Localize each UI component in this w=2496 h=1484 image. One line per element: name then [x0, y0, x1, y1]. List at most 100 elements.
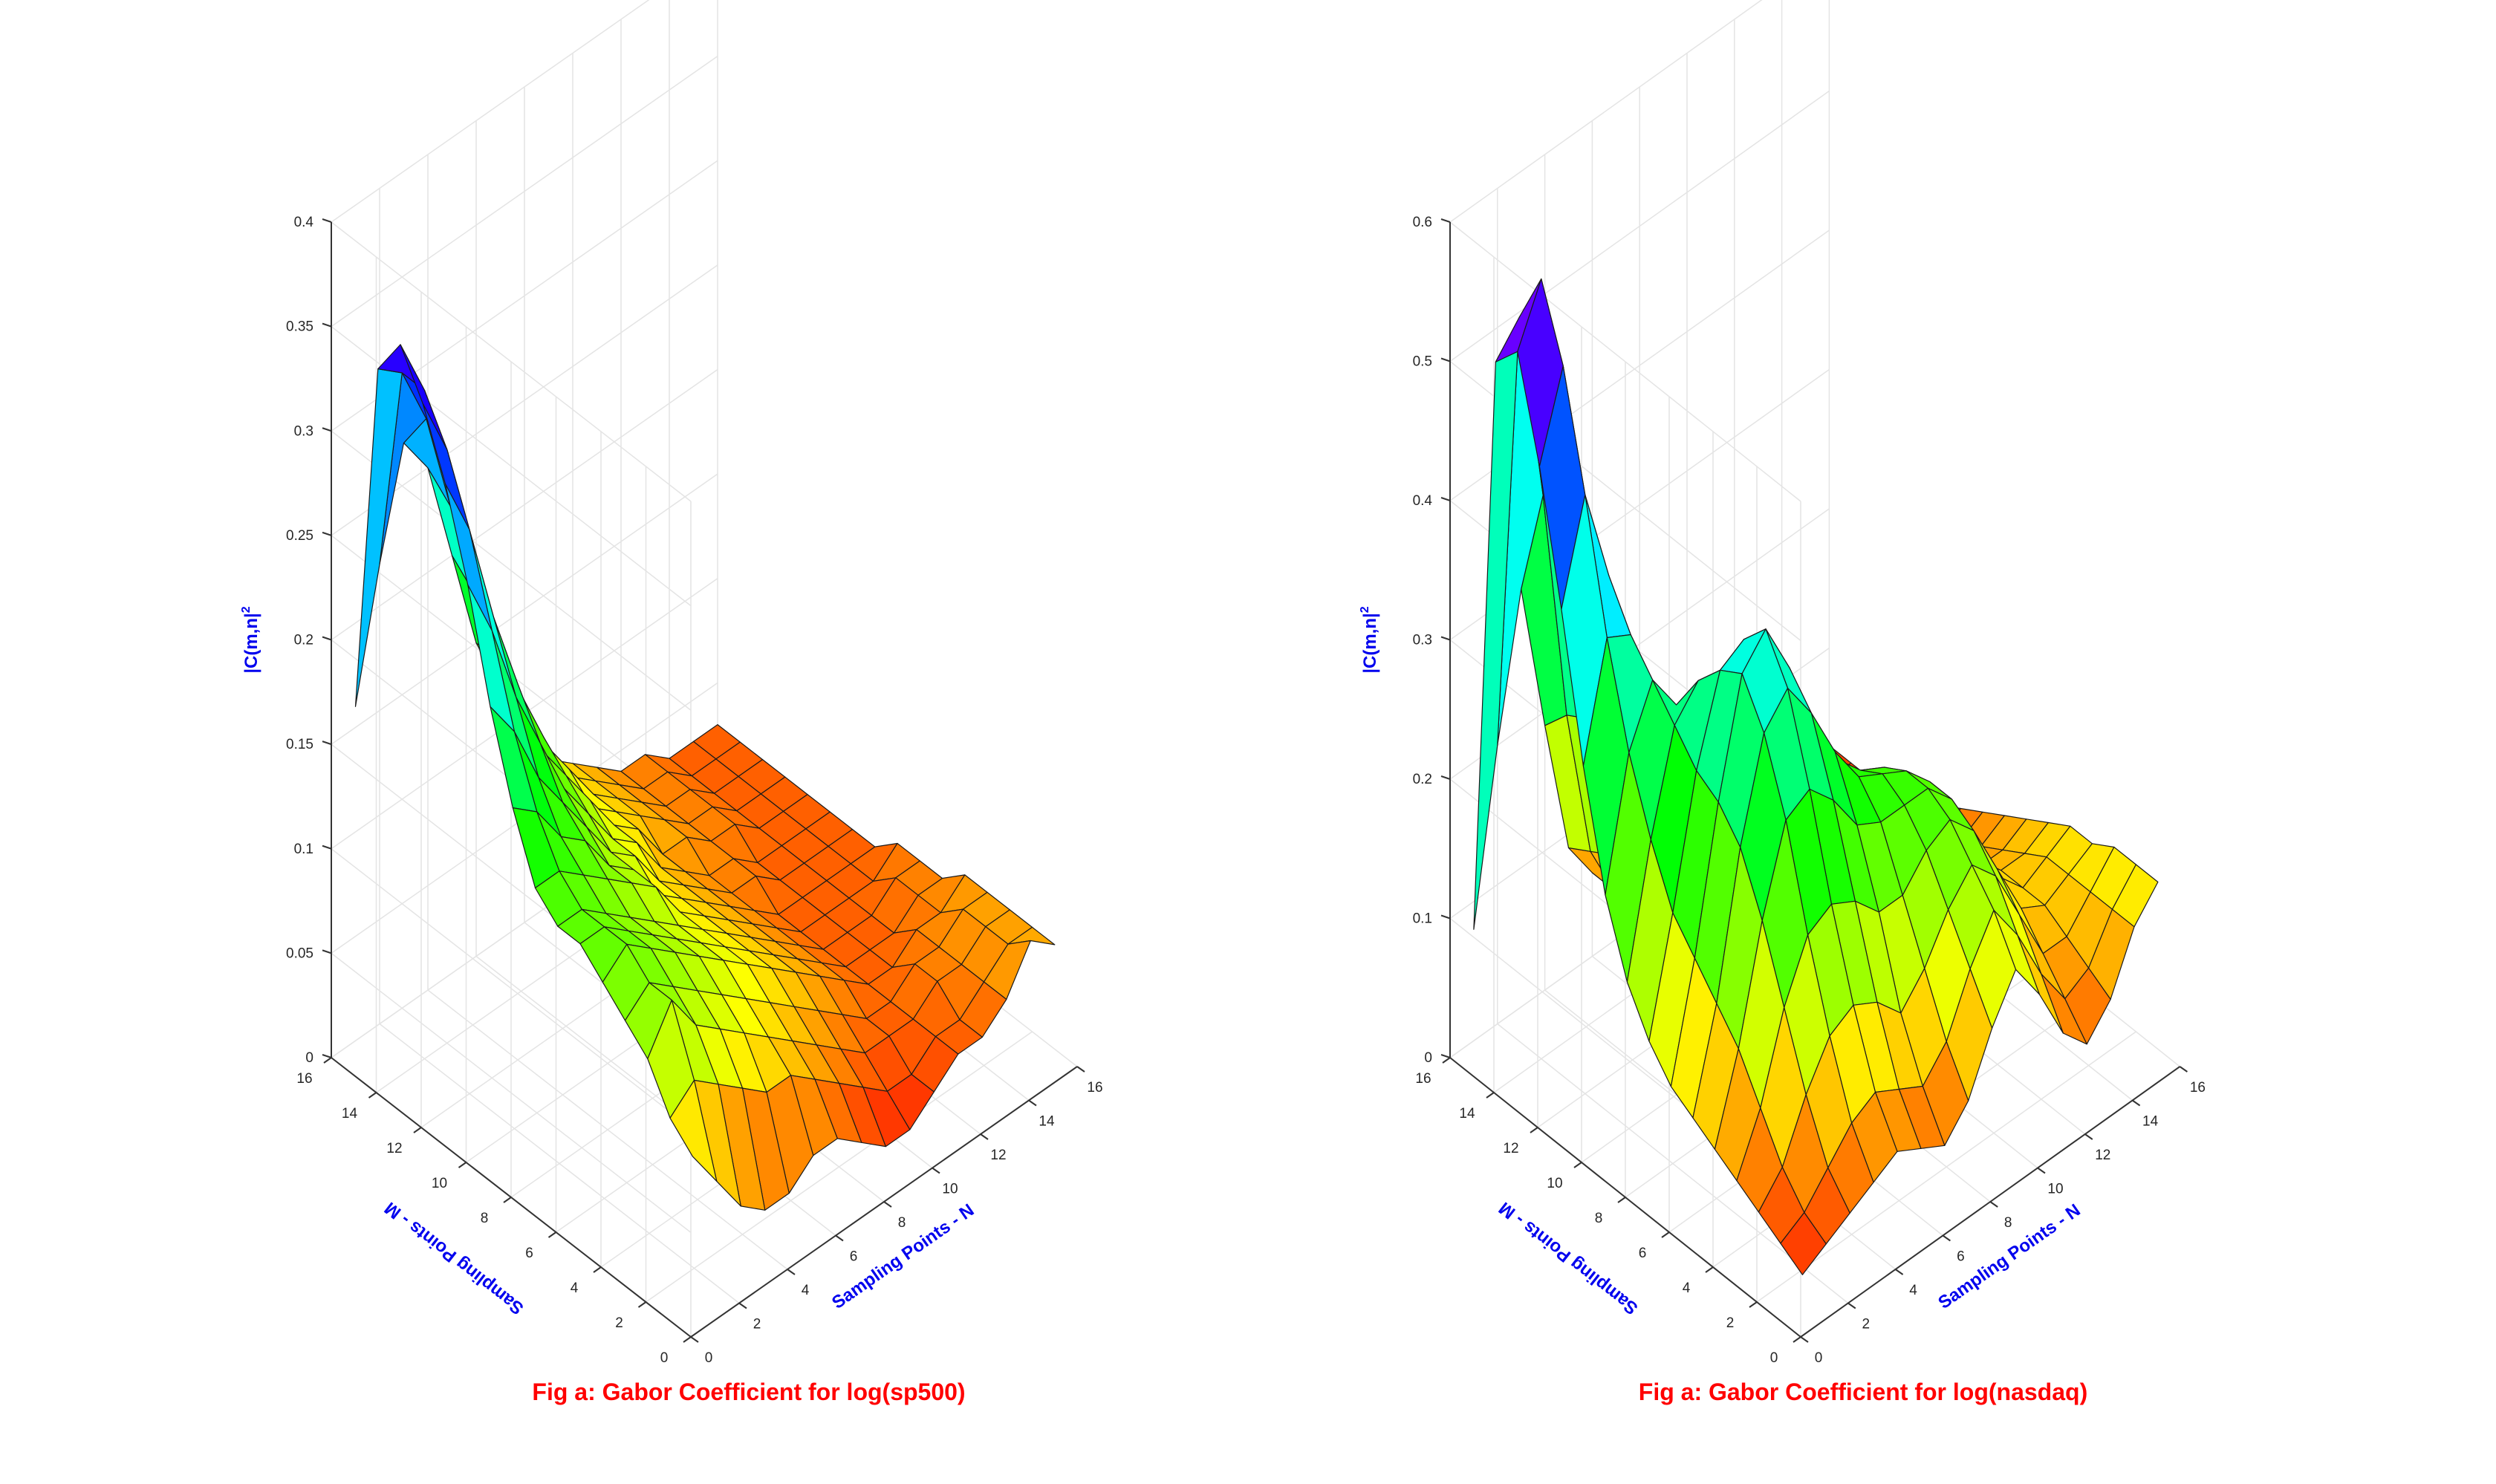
- z-tick-label: 0.4: [294, 215, 314, 230]
- z-tick-label: 0: [305, 1050, 313, 1066]
- y-tick-mark: [683, 1336, 692, 1343]
- y-tick-label: 2: [1726, 1315, 1735, 1331]
- y-tick-mark: [368, 1092, 377, 1099]
- x-tick-label: 10: [2047, 1182, 2063, 1197]
- x-tick-mark: [1076, 1066, 1085, 1073]
- tick-labels: 0 2 4 6 8 10 12 14 16 0 2 4 6 8 10 12 14 16 0 0.05 0.1 0.15 0.…: [286, 215, 1103, 1366]
- z-axis-label-superscript: 2: [1359, 606, 1371, 613]
- x-tick-label: 6: [1957, 1249, 1965, 1265]
- y-tick-mark: [1486, 1092, 1495, 1099]
- x-tick-label: 2: [1862, 1317, 1871, 1332]
- grid-line: [646, 1031, 1033, 1303]
- z-axis-label-superscript: 2: [240, 606, 253, 613]
- z-tick-mark: [322, 949, 332, 954]
- x-tick-label: 16: [2190, 1080, 2206, 1096]
- y-tick-mark: [1442, 1057, 1451, 1064]
- x-tick-mark: [2084, 1133, 2093, 1140]
- z-tick-mark: [322, 531, 332, 536]
- x-tick-mark: [980, 1133, 989, 1140]
- y-tick-label: 8: [1595, 1211, 1603, 1226]
- z-tick-mark: [1440, 914, 1451, 920]
- y-tick-label: 10: [432, 1176, 447, 1191]
- z-tick-mark: [1440, 775, 1451, 780]
- x-tick-mark: [2179, 1066, 2188, 1073]
- surface-mesh: [1473, 278, 2159, 1275]
- y-tick-mark: [1661, 1231, 1670, 1238]
- x-tick-label: 4: [1909, 1283, 1917, 1298]
- z-tick-label: 0.3: [294, 423, 313, 439]
- z-tick-label: 0.2: [1413, 772, 1432, 787]
- z-tick-label: 0.1: [294, 842, 313, 857]
- z-axis-label-main: |C(m,n|: [1360, 613, 1380, 673]
- x-tick-mark: [1847, 1302, 1856, 1309]
- y-tick-label: 12: [386, 1141, 402, 1156]
- x-tick-mark: [932, 1167, 940, 1174]
- y-tick-mark: [637, 1301, 647, 1308]
- y-tick-mark: [1793, 1336, 1801, 1343]
- x-tick-label: 12: [2095, 1148, 2110, 1163]
- x-tick-mark: [1989, 1201, 1998, 1208]
- y-tick-mark: [1705, 1266, 1714, 1273]
- surface-plot-nasdaq: 0 2 4 6 8 10 12 14 16 0 2 4 6 8 10 12 14 16 0 0.1 0.2 0.3 0.4 0…: [1359, 0, 2206, 1405]
- surface-patch: [669, 1079, 718, 1182]
- x-tick-mark: [1028, 1099, 1037, 1107]
- z-tick-label: 0.35: [286, 319, 313, 335]
- z-tick-mark: [1440, 357, 1451, 362]
- y-tick-label: 4: [571, 1280, 579, 1296]
- y-tick-label: 2: [615, 1315, 623, 1331]
- x-tick-label: 8: [898, 1215, 906, 1231]
- x-tick-label: 12: [990, 1148, 1006, 1163]
- x-tick-label: 2: [753, 1317, 761, 1332]
- y-tick-label: 6: [1639, 1246, 1647, 1261]
- x-tick-mark: [1800, 1336, 1809, 1343]
- y-tick-mark: [547, 1231, 557, 1238]
- y-tick-label: 16: [1415, 1071, 1431, 1087]
- x-tick-label: 14: [2142, 1114, 2159, 1130]
- z-tick-label: 0.15: [286, 737, 313, 752]
- y-tick-mark: [1617, 1197, 1626, 1203]
- x-tick-label: 16: [1087, 1080, 1102, 1096]
- x-tick-label: 6: [850, 1249, 858, 1265]
- x-tick-mark: [883, 1201, 892, 1208]
- z-axis-label: |C(m,n|2: [1359, 606, 1380, 673]
- z-tick-label: 0.4: [1413, 493, 1433, 509]
- z-tick-mark: [322, 427, 332, 432]
- surface-plot-sp500: 0 2 4 6 8 10 12 14 16 0 2 4 6 8 10 12 14 16 0 0.05 0.1 0.15 0.…: [240, 0, 1103, 1405]
- x-tick-label: 14: [1039, 1114, 1055, 1130]
- x-tick-label: 4: [802, 1283, 810, 1298]
- z-tick-mark: [322, 218, 332, 223]
- y-tick-label: 16: [296, 1071, 312, 1087]
- z-tick-label: 0.2: [294, 633, 313, 648]
- z-axis-label-main: |C(m,n|: [241, 613, 261, 673]
- x-tick-label: 0: [1815, 1350, 1823, 1366]
- y-tick-mark: [413, 1127, 422, 1133]
- x-tick-label: 8: [2004, 1215, 2012, 1231]
- x-tick-mark: [690, 1336, 699, 1343]
- y-tick-label: 8: [481, 1211, 489, 1226]
- z-tick-label: 0.1: [1413, 911, 1432, 927]
- z-tick-label: 0.3: [1413, 633, 1432, 648]
- surface-mesh: [354, 344, 1056, 1211]
- grid-line: [1756, 1031, 2136, 1303]
- y-tick-label: 6: [525, 1246, 533, 1261]
- z-tick-label: 0.25: [286, 528, 313, 544]
- x-tick-mark: [738, 1302, 747, 1309]
- z-axis-label: |C(m,n|2: [240, 606, 261, 673]
- z-tick-label: 0.5: [1413, 354, 1432, 370]
- y-tick-mark: [323, 1057, 332, 1064]
- y-tick-mark: [1573, 1162, 1582, 1168]
- y-axis-label: Sampling Points - M: [381, 1198, 527, 1318]
- x-tick-label: 0: [705, 1350, 713, 1366]
- y-tick-mark: [593, 1266, 602, 1273]
- y-tick-label: 10: [1547, 1176, 1562, 1191]
- z-tick-label: 0: [1424, 1050, 1432, 1066]
- z-tick-mark: [1440, 497, 1451, 501]
- z-tick-mark: [1440, 636, 1451, 641]
- y-tick-label: 0: [1770, 1350, 1778, 1366]
- y-tick-label: 14: [1459, 1106, 1475, 1122]
- y-tick-mark: [1530, 1127, 1538, 1133]
- y-tick-mark: [458, 1162, 467, 1168]
- x-tick-mark: [1895, 1269, 1904, 1275]
- y-tick-label: 4: [1683, 1280, 1691, 1296]
